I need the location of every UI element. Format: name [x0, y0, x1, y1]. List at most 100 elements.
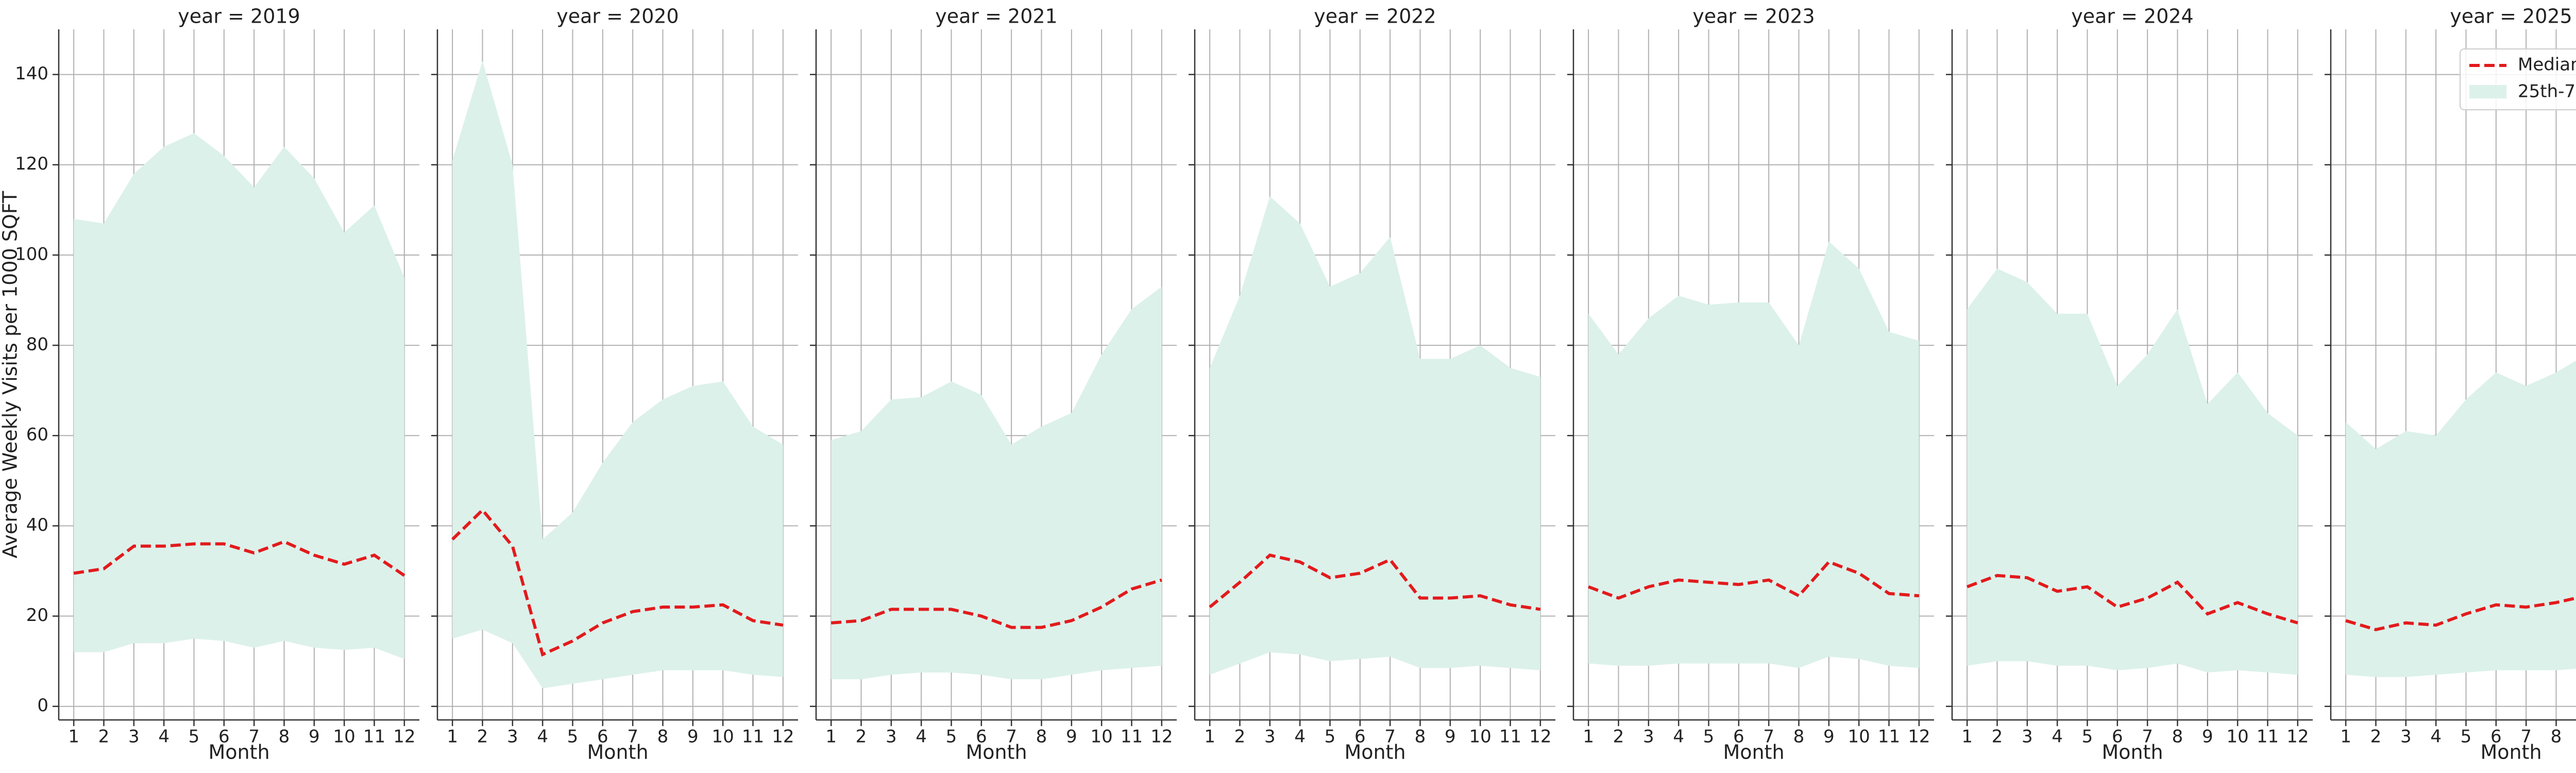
x-tick-label: 7	[2520, 727, 2532, 747]
median-line	[831, 578, 1162, 629]
x-tick-label: 2	[1992, 727, 2003, 747]
x-tick-label: 2	[477, 727, 488, 747]
x-tick-label: 12	[2286, 727, 2309, 747]
x-tick-label: 10	[1848, 727, 1870, 747]
y-tick-label: 20	[26, 605, 48, 626]
panel-title: year = 2021	[935, 5, 1057, 28]
x-tick-label: 4	[2430, 727, 2442, 747]
median-line	[1967, 574, 2298, 625]
median-line	[1209, 553, 1541, 611]
x-tick-label: 2	[2370, 727, 2382, 747]
x-tick-label: 10	[1469, 727, 1492, 747]
y-tick-label: 100	[15, 244, 48, 264]
x-tick-label: 6	[976, 727, 987, 747]
x-tick-label: 3	[886, 727, 897, 747]
x-tick-label: 7	[1384, 727, 1396, 747]
x-tick-label: 1	[1204, 727, 1215, 747]
percentile-band	[1210, 196, 1540, 675]
panel-title: year = 2025	[2450, 5, 2572, 28]
x-tick-label: 2	[1613, 727, 1624, 747]
x-tick-label: 6	[1733, 727, 1744, 747]
x-axis-label: Month	[965, 741, 1027, 764]
x-tick-label: 5	[946, 727, 957, 747]
x-axis-label: Month	[587, 741, 648, 764]
legend-label: Median	[2518, 55, 2576, 75]
y-tick-label: 80	[26, 334, 48, 355]
x-tick-label: 10	[1091, 727, 1113, 747]
x-tick-label: 6	[597, 727, 608, 747]
x-tick-label: 6	[1354, 727, 1366, 747]
x-axis-label: Month	[2102, 741, 2163, 764]
y-tick-label: 140	[15, 63, 48, 84]
x-tick-label: 5	[2461, 727, 2472, 747]
x-tick-label: 10	[333, 727, 355, 747]
x-tick-label: 10	[712, 727, 734, 747]
x-tick-label: 3	[1643, 727, 1654, 747]
x-tick-label: 9	[687, 727, 699, 747]
x-tick-label: 9	[2202, 727, 2213, 747]
x-tick-label: 8	[2172, 727, 2183, 747]
x-tick-label: 4	[158, 727, 170, 747]
panel-title: year = 2019	[178, 5, 300, 28]
x-tick-label: 1	[825, 727, 837, 747]
x-tick-label: 1	[1961, 727, 1973, 747]
x-tick-label: 11	[1878, 727, 1900, 747]
x-tick-label: 6	[2490, 727, 2502, 747]
x-tick-label: 9	[1066, 727, 1077, 747]
x-tick-label: 11	[2257, 727, 2279, 747]
x-tick-label: 12	[1908, 727, 1930, 747]
median-line	[1588, 560, 1920, 600]
y-tick-label: 0	[37, 695, 48, 716]
x-tick-label: 4	[2052, 727, 2063, 747]
x-tick-label: 12	[772, 727, 794, 747]
x-tick-label: 8	[2551, 727, 2562, 747]
x-tick-label: 1	[447, 727, 458, 747]
x-tick-label: 11	[1121, 727, 1143, 747]
x-tick-label: 10	[2227, 727, 2249, 747]
percentile-band	[1967, 268, 2298, 675]
percentile-band	[74, 133, 404, 659]
x-tick-label: 4	[1294, 727, 1306, 747]
percentile-band	[1588, 241, 1919, 668]
x-tick-label: 12	[1150, 727, 1173, 747]
x-axis-label: Month	[2480, 741, 2541, 764]
x-tick-label: 11	[742, 727, 764, 747]
median-line	[73, 540, 405, 577]
y-tick-label: 40	[26, 515, 48, 535]
x-tick-label: 8	[1793, 727, 1805, 747]
y-tick-label: 60	[26, 425, 48, 445]
legend-swatch	[2469, 85, 2506, 98]
x-tick-label: 8	[1036, 727, 1047, 747]
y-tick-label: 120	[15, 154, 48, 174]
percentile-band	[2346, 360, 2576, 677]
x-tick-label: 3	[507, 727, 518, 747]
x-tick-label: 9	[1445, 727, 1456, 747]
y-axis-label: Average Weekly Visits per 1000 SQFT	[0, 191, 22, 558]
percentile-band	[831, 287, 1162, 680]
x-tick-label: 1	[2340, 727, 2351, 747]
x-tick-label: 12	[1529, 727, 1551, 747]
x-tick-label: 3	[2022, 727, 2033, 747]
x-tick-label: 7	[2142, 727, 2153, 747]
x-tick-label: 7	[1763, 727, 1774, 747]
x-tick-label: 3	[1264, 727, 1276, 747]
median-line	[2345, 596, 2576, 631]
x-tick-label: 5	[1325, 727, 1336, 747]
x-tick-label: 2	[1234, 727, 1246, 747]
x-axis-label: Month	[208, 741, 269, 764]
panel-title: year = 2022	[1314, 5, 1436, 28]
x-tick-label: 11	[363, 727, 385, 747]
legend-label: 25th-75th Percentile	[2518, 81, 2576, 102]
x-tick-label: 2	[856, 727, 867, 747]
x-tick-label: 1	[68, 727, 79, 747]
x-axis-label: Month	[1344, 741, 1405, 764]
x-tick-label: 1	[1583, 727, 1594, 747]
x-tick-label: 8	[279, 727, 290, 747]
x-tick-label: 5	[2082, 727, 2093, 747]
x-tick-label: 7	[248, 727, 260, 747]
x-tick-label: 6	[218, 727, 230, 747]
x-tick-label: 5	[1703, 727, 1715, 747]
median-line	[451, 508, 784, 657]
x-tick-label: 8	[1415, 727, 1426, 747]
